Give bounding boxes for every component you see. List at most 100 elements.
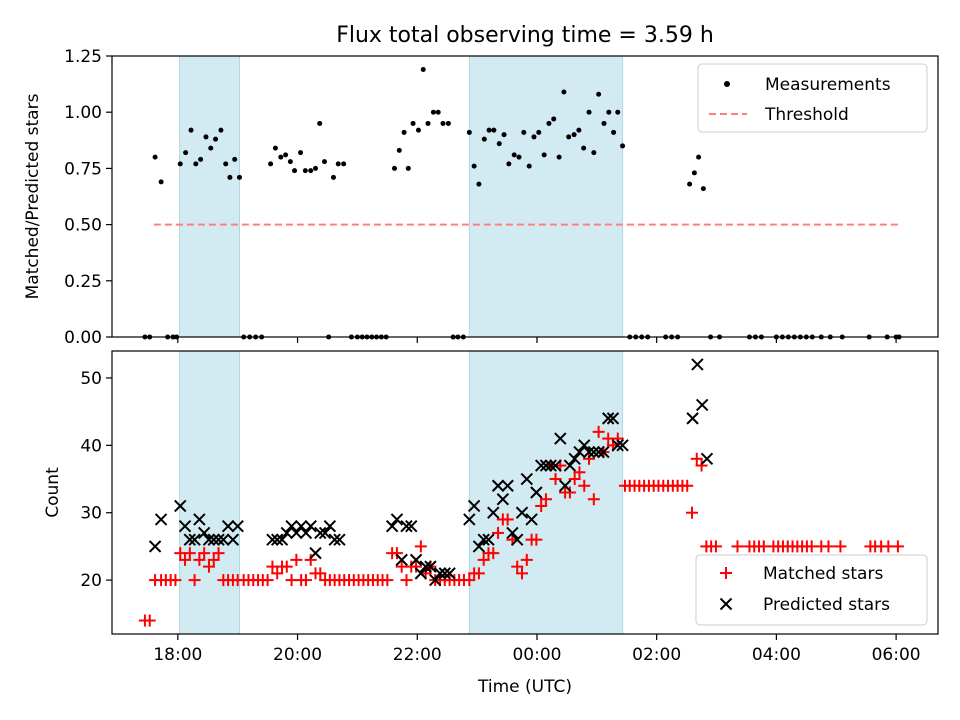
matched-star-point <box>414 540 427 553</box>
measurement-point <box>496 141 502 147</box>
measurement-point <box>521 129 527 135</box>
predicted-star-point <box>318 526 332 540</box>
measurement-point <box>268 161 274 167</box>
predicted-star-point <box>299 526 313 540</box>
measurement-point <box>561 89 567 95</box>
measurement-point <box>556 154 562 160</box>
matched-star-point <box>563 486 576 499</box>
predicted-star-point <box>290 526 303 540</box>
count-y-tick-label: 50 <box>80 369 102 389</box>
matched-star-point <box>834 540 847 553</box>
predicted-star-point <box>616 439 629 452</box>
matched-star-point <box>709 540 722 553</box>
matched-star-point <box>492 526 505 539</box>
matched-star-point <box>578 479 591 492</box>
matched-star-point <box>592 425 605 438</box>
predicted-star-point <box>587 445 601 459</box>
measurement-point <box>491 127 497 133</box>
measurement-point <box>317 120 323 126</box>
predicted-star-point <box>414 567 428 580</box>
matched-star-point <box>530 533 543 546</box>
measurement-point <box>576 127 582 133</box>
predicted-star-point <box>700 452 714 466</box>
measurement-point <box>396 147 402 153</box>
count-y-tick-label: 20 <box>80 571 102 591</box>
predicted-star-point <box>323 519 337 533</box>
measurement-point <box>415 127 421 133</box>
x-axis-label: Time (UTC) <box>477 677 572 697</box>
predicted-star-point <box>333 533 346 546</box>
predicted-star-point <box>544 459 557 472</box>
predicted-star-point <box>390 513 404 526</box>
measurement-point <box>302 168 308 174</box>
predicted-star-point <box>515 506 529 519</box>
measurement-point <box>531 134 537 140</box>
measurement-point <box>700 186 706 192</box>
measurement-point <box>440 120 446 126</box>
legend-label-predicted: Predicted stars <box>763 595 890 615</box>
predicted-star-point <box>183 533 197 546</box>
measurement-point <box>471 163 477 169</box>
predicted-star-point <box>154 513 168 526</box>
ratio-y-tick-label: 1.25 <box>64 47 102 67</box>
matched-star-point <box>169 574 182 587</box>
measurement-point <box>193 161 199 167</box>
measurement-point <box>476 181 482 187</box>
ratio-panel-frame <box>111 55 939 338</box>
predicted-star-point <box>385 519 399 533</box>
measurement-point <box>223 161 229 167</box>
ratio-y-tick-label: 1.00 <box>64 103 102 123</box>
measurement-point <box>536 129 542 135</box>
matched-star-point <box>261 574 274 587</box>
predicted-star-point <box>606 412 620 425</box>
predicted-star-point <box>686 412 699 425</box>
predicted-star-point <box>472 540 486 553</box>
matched-star-point <box>271 567 284 580</box>
measurement-point <box>298 150 304 156</box>
count-y-tick-label: 40 <box>80 436 102 456</box>
shaded-interval-2 <box>468 350 624 635</box>
predicted-star-point <box>202 533 216 546</box>
measurement-point <box>591 150 597 156</box>
predicted-star-point <box>285 519 298 533</box>
measurement-point <box>272 145 278 151</box>
predicted-star-point <box>294 519 308 533</box>
legend-marker-matched <box>720 567 732 579</box>
measurement-point <box>232 156 238 162</box>
measurement-point <box>341 161 347 167</box>
matched-star-point <box>143 614 156 627</box>
measurement-point <box>571 132 577 138</box>
measurement-point <box>287 159 293 165</box>
shaded-interval-1 <box>179 55 240 338</box>
matched-star-point <box>520 553 533 566</box>
measurement-point <box>501 132 507 138</box>
predicted-star-point <box>511 533 524 546</box>
matched-star-point <box>511 560 524 573</box>
predicted-star-point <box>582 445 596 459</box>
measurement-point <box>445 120 451 126</box>
matched-star-point <box>463 574 476 587</box>
predicted-star-point <box>309 546 322 560</box>
predicted-star-point <box>231 519 244 533</box>
measurement-point <box>511 152 517 158</box>
predicted-star-point <box>424 560 437 573</box>
predicted-star-point <box>482 533 495 546</box>
measurement-point <box>541 152 547 158</box>
ratio-y-tick-label: 0.50 <box>64 216 102 236</box>
matched-star-point <box>183 547 196 560</box>
measurement-point <box>308 168 314 174</box>
predicted-star-point <box>501 479 514 492</box>
predicted-star-point <box>178 519 192 533</box>
x-tick-label: 04:00 <box>752 645 801 665</box>
chart-title: Flux total observing time = 3.59 h <box>336 23 714 48</box>
predicted-star-point <box>554 432 567 445</box>
matched-star-point <box>299 574 312 587</box>
matched-star-point <box>685 506 698 519</box>
measurement-point <box>198 156 204 162</box>
matched-star-point <box>822 540 835 553</box>
count-legend: Matched stars Predicted stars <box>695 554 928 626</box>
ratio-y-tick-label: 0.00 <box>64 328 102 348</box>
matched-star-point <box>681 479 694 492</box>
measurement-point <box>218 127 224 133</box>
measurement-point <box>691 170 697 176</box>
